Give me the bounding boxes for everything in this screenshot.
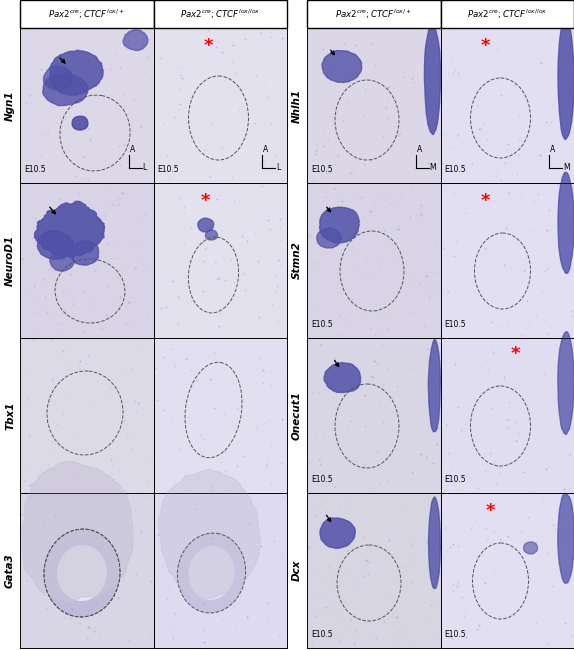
Text: *: *	[204, 37, 214, 55]
Polygon shape	[205, 230, 218, 240]
Text: E10.5: E10.5	[157, 165, 179, 174]
Text: *: *	[486, 502, 495, 520]
Bar	[307, 493, 440, 648]
Polygon shape	[158, 469, 260, 600]
Bar	[307, 183, 440, 338]
Text: Dcx: Dcx	[292, 560, 302, 581]
Bar	[307, 338, 440, 493]
Text: Nhlh1: Nhlh1	[292, 88, 302, 123]
Bar	[20, 0, 153, 28]
Text: Gata3: Gata3	[5, 553, 15, 588]
Bar	[440, 183, 574, 338]
Polygon shape	[322, 51, 362, 83]
Bar	[20, 338, 153, 493]
Text: L: L	[142, 162, 147, 172]
Polygon shape	[21, 461, 133, 601]
Polygon shape	[42, 73, 88, 106]
Text: *: *	[481, 37, 490, 55]
Polygon shape	[523, 542, 537, 554]
Polygon shape	[558, 332, 574, 434]
Polygon shape	[429, 497, 440, 588]
Text: A: A	[550, 145, 555, 154]
Polygon shape	[50, 251, 74, 271]
Polygon shape	[320, 518, 355, 549]
Text: M: M	[563, 162, 569, 172]
Polygon shape	[428, 339, 440, 432]
Text: $\mathit{Pax2}^{cre}$$\mathit{;CTCF}^{lox/lox}$: $\mathit{Pax2}^{cre}$$\mathit{;CTCF}^{lo…	[180, 7, 261, 21]
Text: Ngn1: Ngn1	[5, 90, 15, 121]
Polygon shape	[123, 30, 148, 51]
Text: A: A	[130, 145, 135, 154]
Ellipse shape	[44, 529, 120, 617]
Polygon shape	[50, 50, 103, 95]
Polygon shape	[558, 18, 574, 140]
Bar	[307, 28, 574, 648]
Text: E10.5: E10.5	[311, 165, 332, 174]
Ellipse shape	[177, 533, 246, 613]
Bar	[153, 0, 287, 28]
Polygon shape	[320, 207, 359, 243]
Text: $\mathit{Pax2}^{cre}$$\mathit{;CTCF}^{lox/+}$: $\mathit{Pax2}^{cre}$$\mathit{;CTCF}^{lo…	[48, 7, 125, 21]
Text: Tbx1: Tbx1	[5, 401, 15, 430]
Bar	[153, 183, 287, 338]
Text: *: *	[511, 345, 520, 363]
Polygon shape	[44, 66, 72, 90]
Text: L: L	[276, 162, 280, 172]
Bar	[153, 493, 287, 648]
Polygon shape	[72, 116, 88, 130]
Polygon shape	[37, 231, 73, 259]
Ellipse shape	[57, 545, 107, 601]
Bar	[440, 0, 574, 28]
Bar	[440, 493, 574, 648]
Bar	[307, 0, 440, 28]
Bar	[20, 493, 153, 648]
Text: E10.5: E10.5	[311, 320, 332, 329]
Text: M: M	[429, 162, 436, 172]
Bar	[20, 28, 287, 648]
Text: E10.5: E10.5	[24, 165, 45, 174]
Bar	[153, 338, 287, 493]
Bar	[153, 28, 287, 183]
Polygon shape	[558, 493, 574, 584]
Text: NeuroD1: NeuroD1	[5, 235, 15, 286]
Text: E10.5: E10.5	[311, 475, 332, 484]
Text: $\mathit{Pax2}^{cre}$$\mathit{;CTCF}^{lox/+}$: $\mathit{Pax2}^{cre}$$\mathit{;CTCF}^{lo…	[335, 7, 412, 21]
Polygon shape	[71, 240, 99, 265]
Text: A: A	[263, 145, 268, 154]
Bar	[307, 28, 440, 183]
Text: E10.5: E10.5	[444, 320, 466, 329]
Text: E10.5: E10.5	[311, 630, 332, 639]
Text: $\mathit{Pax2}^{cre}$$\mathit{;CTCF}^{lox/lox}$: $\mathit{Pax2}^{cre}$$\mathit{;CTCF}^{lo…	[467, 7, 548, 21]
Text: A: A	[417, 145, 422, 154]
Text: E10.5: E10.5	[444, 475, 466, 484]
Polygon shape	[424, 25, 441, 135]
Polygon shape	[558, 172, 574, 274]
Bar	[440, 338, 574, 493]
Polygon shape	[324, 363, 360, 393]
Text: *: *	[481, 192, 490, 210]
Bar	[20, 183, 153, 338]
Polygon shape	[198, 218, 214, 232]
Text: E10.5: E10.5	[444, 630, 466, 639]
Polygon shape	[317, 228, 341, 248]
Text: Onecut1: Onecut1	[292, 391, 302, 440]
Bar	[20, 28, 153, 183]
Bar	[440, 28, 574, 183]
Polygon shape	[34, 202, 104, 257]
Text: E10.5: E10.5	[444, 165, 466, 174]
Text: Stmn2: Stmn2	[292, 242, 302, 280]
Ellipse shape	[188, 546, 235, 600]
Text: *: *	[201, 192, 210, 210]
